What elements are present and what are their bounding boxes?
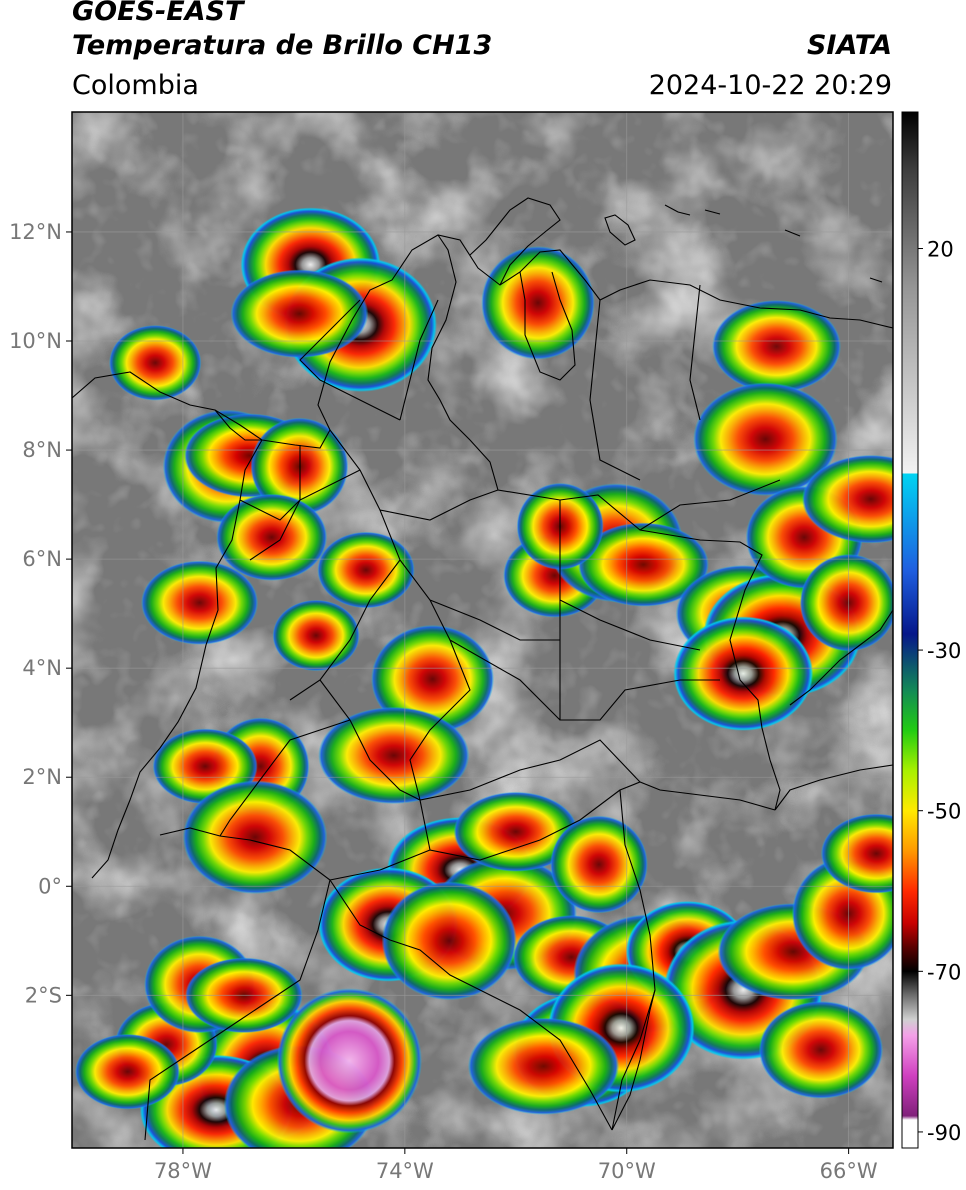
lat-tick-label: 2°S <box>25 983 62 1007</box>
colombia-peru-border <box>159 827 613 1131</box>
storm-cell <box>317 531 415 609</box>
venezuela-state-boundaries <box>559 284 781 721</box>
colombia-venezuela-border <box>427 234 781 811</box>
storm-cell <box>693 382 838 496</box>
convective-cloud-tops <box>74 207 893 1148</box>
axis-ticks: 12°N 10°N 8°N 6°N 4°N 2°N 0° 2°S 78°W 74°W 70°W 66°… <box>9 220 878 1183</box>
venezuela-brazil-border <box>774 764 893 811</box>
timestamp-label: 2024-10-22 20:29 <box>648 70 892 101</box>
lat-tick-label: 0° <box>38 874 62 898</box>
colorbar-tick-label: -50 <box>927 800 961 824</box>
ecuador-peru-border <box>144 879 331 1141</box>
region-label: Colombia <box>72 70 199 101</box>
storm-cell <box>371 624 495 734</box>
lat-tick-label: 8°N <box>22 438 62 462</box>
colorbar-tick-label: 20 <box>927 238 954 262</box>
storm-cell <box>230 269 369 359</box>
storm-cell <box>318 706 470 805</box>
map-image <box>72 112 893 1148</box>
colorbar-ticks: 20 -30 -50 -70 -90 <box>918 238 961 1145</box>
colorbar-tick-label: -30 <box>927 639 961 663</box>
colorbar-frame <box>901 111 919 1149</box>
satellite-title: GOES-EAST <box>72 0 244 27</box>
coastline-guajira <box>469 197 561 286</box>
colombia-department-boundaries <box>219 299 641 881</box>
colombia-pacific-coast <box>91 439 263 879</box>
guyana-venezuela-border <box>789 609 893 706</box>
colorbar-strip <box>902 112 918 1148</box>
colorbar: 20 -30 -50 -70 -90 <box>901 111 961 1149</box>
storm-cell <box>801 454 893 544</box>
storm-cell <box>109 325 202 401</box>
peru-brazil-border <box>611 989 656 1131</box>
storm-cell <box>758 1001 884 1099</box>
lon-tick-label: 66°W <box>820 1159 878 1183</box>
colorbar-tick-label: -70 <box>927 960 961 984</box>
storm-cell <box>673 616 814 731</box>
lon-tick-label: 74°W <box>376 1159 434 1183</box>
product-title: Temperatura de Brillo CH13 <box>72 30 493 61</box>
storm-cell <box>453 791 578 872</box>
lat-tick-label: 6°N <box>22 547 62 571</box>
storm-cell <box>74 1033 180 1110</box>
lat-tick-label: 4°N <box>22 656 62 680</box>
lon-tick-label: 70°W <box>598 1159 656 1183</box>
lat-tick-label: 12°N <box>9 220 62 244</box>
storm-cell <box>550 815 648 914</box>
colorbar-tick-label: -90 <box>927 1121 961 1145</box>
political-boundaries <box>72 197 893 1141</box>
lat-tick-label: 2°N <box>22 765 62 789</box>
colombia-brazil-border <box>611 781 776 1131</box>
storm-cell <box>381 881 517 1001</box>
storm-cell <box>467 1017 620 1115</box>
panama-colombia-border <box>214 409 262 441</box>
storm-cell <box>712 300 842 393</box>
storm-cell <box>799 553 893 652</box>
storm-cell <box>481 246 595 360</box>
storm-cell <box>141 560 259 645</box>
storm-cell <box>272 599 360 672</box>
storm-cell <box>182 780 328 894</box>
storm-cell <box>276 988 422 1134</box>
lat-tick-label: 10°N <box>9 329 62 353</box>
storm-cell <box>820 813 893 894</box>
small-islands <box>604 204 883 283</box>
graticule <box>72 112 893 1148</box>
lon-tick-label: 78°W <box>154 1159 212 1183</box>
coastline-maracaibo <box>519 271 576 381</box>
map-frame <box>71 111 894 1149</box>
agency-label: SIATA <box>806 30 892 61</box>
storm-cell <box>577 522 709 607</box>
